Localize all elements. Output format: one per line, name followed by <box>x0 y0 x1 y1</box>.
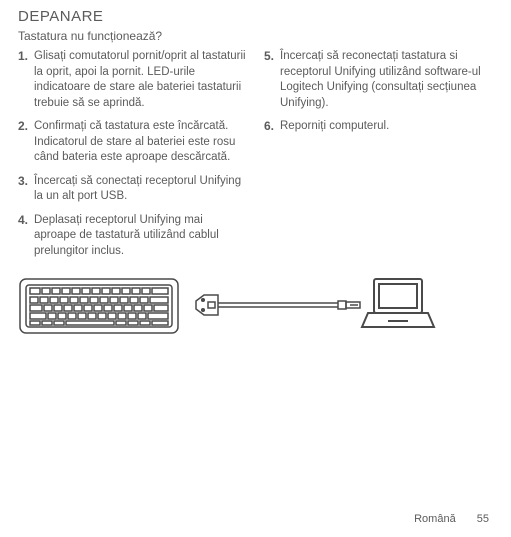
list-item: 5. Încercați să reconectați tastatura si… <box>264 49 492 111</box>
footer: Română 55 <box>414 513 489 525</box>
item-text: Deplasați receptorul Unifying mai aproap… <box>34 213 246 260</box>
item-text: Încercați să conectați receptorul Unifyi… <box>34 174 246 205</box>
content-columns: 1. Glisați comutatorul pornit/oprit al t… <box>18 49 493 267</box>
item-number: 1. <box>18 49 34 111</box>
list-item: 6. Reporniți computerul. <box>264 119 492 135</box>
item-number: 5. <box>264 49 280 111</box>
footer-page-number: 55 <box>477 513 489 525</box>
item-number: 4. <box>18 213 34 260</box>
item-number: 3. <box>18 174 34 205</box>
footer-language: Română <box>414 513 456 525</box>
left-column: 1. Glisați comutatorul pornit/oprit al t… <box>18 49 246 267</box>
item-text: Glisați comutatorul pornit/oprit al tast… <box>34 49 246 111</box>
list-item: 2. Confirmați că tastatura este încărcat… <box>18 119 246 166</box>
list-item: 3. Încercați să conectați receptorul Uni… <box>18 174 246 205</box>
list-item: 1. Glisați comutatorul pornit/oprit al t… <box>18 49 246 111</box>
keyboard-cable-laptop-icon <box>18 273 478 343</box>
item-number: 6. <box>264 119 280 135</box>
page-title: DEPANARE <box>18 8 493 25</box>
item-text: Încercați să reconectați tastatura si re… <box>280 49 492 111</box>
item-text: Confirmați că tastatura este încărcată. … <box>34 119 246 166</box>
item-text: Reporniți computerul. <box>280 119 389 135</box>
subtitle: Tastatura nu funcționează? <box>18 29 493 43</box>
item-number: 2. <box>18 119 34 166</box>
right-column: 5. Încercați să reconectați tastatura si… <box>264 49 492 267</box>
diagram <box>18 273 493 343</box>
list-item: 4. Deplasați receptorul Unifying mai apr… <box>18 213 246 260</box>
